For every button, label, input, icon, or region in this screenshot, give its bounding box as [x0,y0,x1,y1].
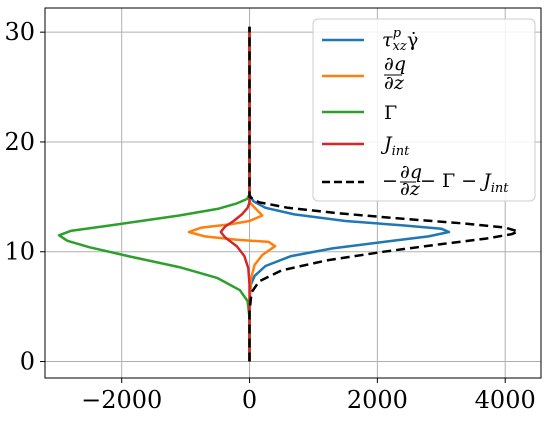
x-tick-label: 2000 [347,386,408,414]
legend-label-dqdz: ∂q [384,53,406,75]
series-line-2 [57,26,251,362]
series-line-1 [187,26,277,362]
x-tick-label: 0 [242,386,257,414]
series-line-4 [248,26,520,362]
axis-ticks: −2000 0 2000 4000 0 10 20 30 [4,18,535,414]
legend-label-total-rest: − Γ − Jint [420,170,509,196]
legend-label-total-den: ∂z [400,178,421,200]
series-line-3 [219,26,251,362]
x-tick-label: 4000 [475,386,536,414]
legend-label-total: − [382,170,398,192]
legend-box [312,18,536,202]
legend: τxzp γ̇ ∂q ∂z Γ Jint − ∂q ∂z − Γ − Jint [312,18,536,202]
y-tick-label: 10 [4,238,35,266]
plot-frame [44,7,542,379]
legend-label-dqdz-den: ∂z [384,72,405,94]
legend-label-total-num: ∂q [400,161,422,183]
x-tick-label: −2000 [81,386,162,414]
y-tick-label: 0 [20,348,35,376]
series-lines [57,26,520,362]
y-tick-label: 30 [4,18,35,46]
y-tick-label: 20 [4,128,35,156]
legend-label-tau: τxzp γ̇ [382,26,418,54]
legend-label-gamma: Γ [384,102,397,124]
